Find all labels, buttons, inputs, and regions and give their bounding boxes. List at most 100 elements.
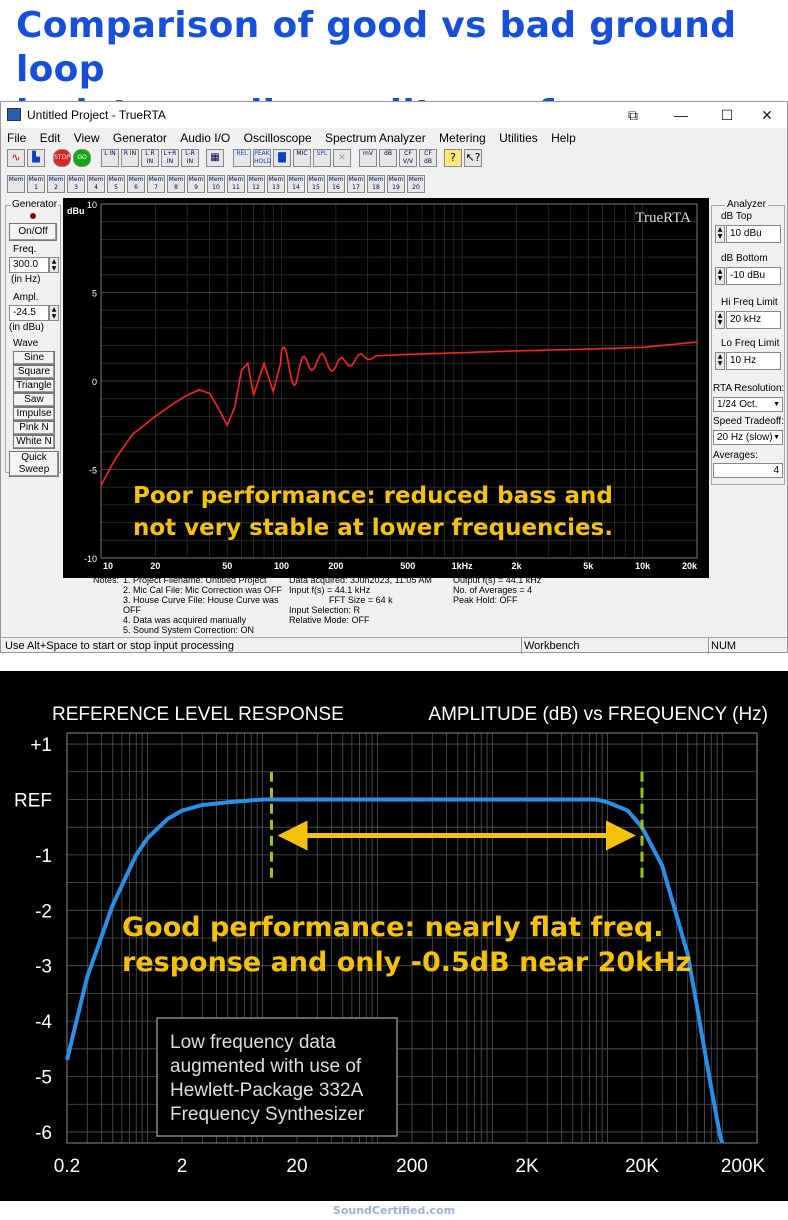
cf-vv-button[interactable]: CF V/V xyxy=(399,149,417,167)
memory-button[interactable]: Mem 5 xyxy=(107,175,125,193)
db-top-spinner[interactable]: ▲ ▼ xyxy=(715,225,725,243)
spl-button[interactable]: SPL xyxy=(313,149,331,167)
ampl-field[interactable]: -24.5 xyxy=(9,305,49,321)
note-line: 5. Sound System Correction: ON xyxy=(123,625,255,635)
menu-oscilloscope[interactable]: Oscilloscope xyxy=(243,131,312,145)
watermark-footer: SoundCertified.com xyxy=(0,1201,788,1220)
freq-field[interactable]: 300.0 xyxy=(9,257,49,273)
memory-button[interactable]: Mem 9 xyxy=(187,175,205,193)
restore-icon[interactable]: ⧉ xyxy=(628,107,638,123)
wave-option[interactable]: Triangle xyxy=(13,379,55,393)
memory-button[interactable]: Mem xyxy=(7,175,25,193)
menu-spectrum-analyzer[interactable]: Spectrum Analyzer xyxy=(324,131,426,145)
mic-cal-icon[interactable]: MIC xyxy=(293,149,311,167)
menu-file[interactable]: File xyxy=(7,131,27,145)
memory-button[interactable]: Mem 17 xyxy=(347,175,365,193)
db-top-label: dB Top xyxy=(721,211,752,222)
x-tick-label: 2k xyxy=(511,561,522,571)
note-line: Input f(s) = 44.1 kHz xyxy=(289,585,371,595)
oscilloscope-icon[interactable]: ∿ xyxy=(7,149,25,167)
db-top-field[interactable]: 10 dBu xyxy=(726,225,781,243)
bars-icon[interactable]: ▇ xyxy=(273,149,291,167)
chart-frame xyxy=(66,732,758,1144)
lo-freq-spinner[interactable]: ▲ ▼ xyxy=(715,352,725,370)
go-icon[interactable]: GO xyxy=(73,149,91,167)
memory-button[interactable]: Mem 20 xyxy=(407,175,425,193)
note-line: FFT Size = 64 k xyxy=(329,595,393,605)
mv-button[interactable]: mV xyxy=(359,149,377,167)
rel-button[interactable]: REL xyxy=(233,149,251,167)
wave-option[interactable]: Square xyxy=(13,365,55,379)
memory-button[interactable]: Mem 15 xyxy=(307,175,325,193)
memory-button[interactable]: Mem 2 xyxy=(47,175,65,193)
db-button[interactable]: dB xyxy=(379,149,397,167)
memory-button[interactable]: Mem 10 xyxy=(207,175,225,193)
memory-button[interactable]: Mem 12 xyxy=(247,175,265,193)
menu-audio-io[interactable]: Audio I/O xyxy=(180,131,231,145)
spectrum-icon[interactable]: ▙ xyxy=(27,149,45,167)
memory-button[interactable]: Mem 8 xyxy=(167,175,185,193)
rta-res-select[interactable]: 1/24 Oct. ▼ xyxy=(713,397,783,412)
memory-button[interactable]: Mem 4 xyxy=(87,175,105,193)
wave-option[interactable]: Impulse xyxy=(13,407,55,421)
hi-freq-field[interactable]: 20 kHz xyxy=(726,311,781,329)
left-in-button[interactable]: L IN xyxy=(101,149,119,167)
wave-option[interactable]: Saw xyxy=(13,393,55,407)
minimize-button[interactable]: — xyxy=(674,107,688,123)
good-annotation-line1: Good performance: nearly flat freq. xyxy=(122,912,663,943)
lr-in-button[interactable]: L R IN xyxy=(141,149,159,167)
db-bottom-field[interactable]: -10 dBu xyxy=(726,267,781,285)
memory-button[interactable]: Mem 6 xyxy=(127,175,145,193)
lo-freq-field[interactable]: 10 Hz xyxy=(726,352,781,370)
close-button[interactable]: ✕ xyxy=(761,107,773,123)
note-line: 3. House Curve File: House Curve was OFF xyxy=(123,595,279,615)
onoff-button[interactable]: On/Off xyxy=(9,223,57,241)
ampl-spinner[interactable]: ▲ ▼ xyxy=(49,305,59,321)
wave-option[interactable]: Sine xyxy=(13,351,55,365)
memory-button[interactable]: Mem 7 xyxy=(147,175,165,193)
right-in-button[interactable]: R IN xyxy=(121,149,139,167)
menu-view[interactable]: View xyxy=(73,131,100,145)
memory-button[interactable]: Mem 1 xyxy=(27,175,45,193)
menu-generator[interactable]: Generator xyxy=(112,131,167,145)
memory-toolbar: Mem Mem 1 Mem 2 Mem 3 Mem 4 Mem 5 Mem 6 Mem 7 Me… xyxy=(7,175,437,195)
averages-field[interactable]: 4 xyxy=(713,463,783,478)
stop-icon[interactable]: STOP xyxy=(53,149,71,167)
l-plus-r-button[interactable]: L+R IN xyxy=(161,149,179,167)
truerta-logo: TrueRTA xyxy=(635,210,691,226)
memory-button[interactable]: Mem 19 xyxy=(387,175,405,193)
memory-button[interactable]: Mem 16 xyxy=(327,175,345,193)
menu-help[interactable]: Help xyxy=(551,131,576,145)
speed-select[interactable]: 20 Hz (slow) ▼ xyxy=(713,430,783,445)
hi-freq-spinner[interactable]: ▲ ▼ xyxy=(715,311,725,329)
help-icon[interactable]: ? xyxy=(444,149,462,167)
wave-option[interactable]: White N xyxy=(13,435,55,449)
memory-button[interactable]: Mem 14 xyxy=(287,175,305,193)
db-bottom-label: dB Bottom xyxy=(721,253,768,264)
l-minus-r-button[interactable]: L-R IN xyxy=(181,149,199,167)
menu-metering[interactable]: Metering xyxy=(439,131,486,145)
menu-utilities[interactable]: Utilities xyxy=(499,131,538,145)
menu-edit[interactable]: Edit xyxy=(39,131,61,145)
peak-hold-button[interactable]: PEAK HOLD xyxy=(253,149,272,167)
quick-sweep-button[interactable]: Quick Sweep xyxy=(9,451,59,477)
note-line: 2. Mic Cal File: Mic Correction was OFF xyxy=(123,585,283,595)
memory-button[interactable]: Mem 18 xyxy=(367,175,385,193)
chevron-down-icon: ▼ xyxy=(773,434,780,441)
x-tick-label: 20K xyxy=(625,1156,659,1177)
cf-db-button[interactable]: CF dB xyxy=(419,149,437,167)
note-box-line: Low frequency data xyxy=(170,1032,336,1053)
ampl-label: Ampl. xyxy=(13,292,39,303)
maximize-button[interactable]: ☐ xyxy=(720,107,734,123)
memory-button[interactable]: Mem 3 xyxy=(67,175,85,193)
grid-icon[interactable]: ▦ xyxy=(206,149,224,167)
memory-button[interactable]: Mem 11 xyxy=(227,175,245,193)
memory-button[interactable]: Mem 13 xyxy=(267,175,285,193)
freq-spinner[interactable]: ▲ ▼ xyxy=(49,257,59,273)
context-help-icon[interactable]: ↖? xyxy=(464,149,482,167)
clear-icon[interactable]: ✕ xyxy=(333,149,351,167)
ampl-unit: (in dBu) xyxy=(9,322,45,333)
y-tick-label: -5 xyxy=(89,466,97,476)
db-bottom-spinner[interactable]: ▲ ▼ xyxy=(715,267,725,285)
wave-option[interactable]: Pink N xyxy=(13,421,55,435)
